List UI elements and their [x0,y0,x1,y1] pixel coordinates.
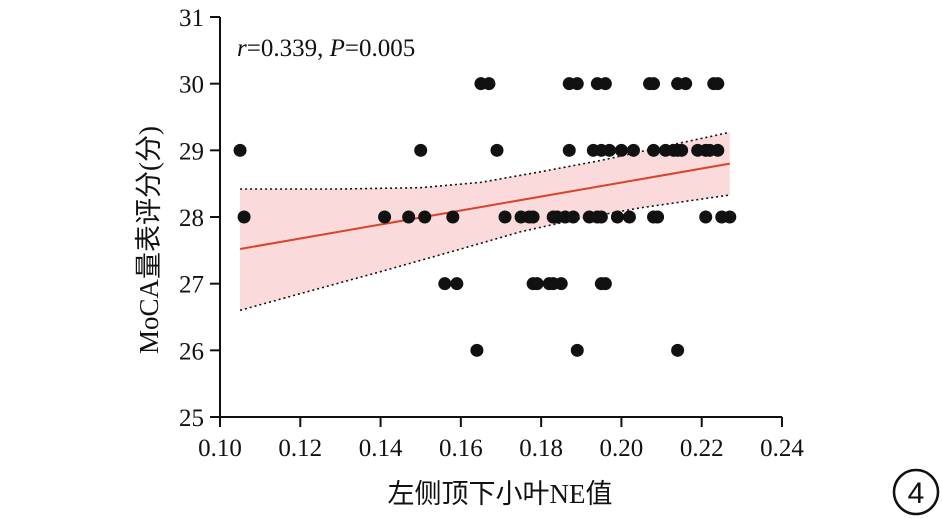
r-value: =0.339, [247,35,330,62]
x-tick-label: 0.18 [519,435,563,462]
data-point [647,143,661,157]
data-point [570,77,584,91]
data-point [498,210,512,224]
data-point [610,210,624,224]
confidence-band-layer [239,131,730,312]
p-value: =0.005 [345,35,415,62]
y-tick-label: 27 [179,272,204,299]
data-point [446,210,460,224]
data-point [554,277,568,291]
data-point [622,210,636,224]
data-point [675,143,689,157]
data-point [626,143,640,157]
data-point [562,143,576,157]
x-tick-label: 0.12 [278,435,322,462]
data-point [490,143,504,157]
data-point [614,143,628,157]
y-ticks-layer: 25 26 27 28 29 30 31 [179,5,220,432]
x-tick-label: 0.24 [760,435,804,462]
x-tick-label: 0.20 [600,435,644,462]
data-point [237,210,251,224]
data-point [711,143,725,157]
data-point [438,277,452,291]
data-point [723,210,737,224]
data-point [598,77,612,91]
p-symbol: P [329,35,345,62]
badge-circle [892,468,940,516]
data-point [602,143,616,157]
x-tick-label: 0.10 [198,435,242,462]
data-point [570,343,584,357]
confidence-band-lower [239,194,730,312]
data-point [450,277,464,291]
data-point [671,343,685,357]
x-axis-title: 左侧顶下小叶NE值 [388,479,613,509]
data-point [594,210,608,224]
data-point [482,77,496,91]
fit-line-layer [239,162,730,250]
x-tick-label: 0.22 [680,435,724,462]
data-point [526,210,540,224]
correlation-annotation: r=0.339, P=0.005 [237,35,415,62]
y-tick-label: 28 [179,205,204,232]
x-ticks-layer: 0.10 0.12 0.14 0.16 0.18 0.20 0.22 0.24 [198,417,804,462]
y-tick-label: 25 [179,405,204,432]
x-tick-label: 0.14 [359,435,403,462]
data-point [530,277,544,291]
data-point [470,343,484,357]
data-point [679,77,693,91]
data-point [378,210,392,224]
regression-line [239,162,730,250]
confidence-band-upper [240,131,730,190]
data-point [418,210,432,224]
figure-number-badge: 4 [892,468,940,516]
data-point [598,277,612,291]
confidence-band-area [240,132,730,311]
data-point [711,77,725,91]
data-points-layer [233,77,737,357]
data-point [647,77,661,91]
y-tick-label: 31 [179,5,204,32]
data-point [699,210,713,224]
x-tick-label: 0.16 [439,435,483,462]
data-point [566,210,580,224]
data-point [651,210,665,224]
data-point [414,143,428,157]
y-tick-label: 26 [179,338,204,365]
y-tick-label: 30 [179,72,204,99]
y-axis-title: MoCA量表评分(分) [134,126,164,354]
data-point [402,210,416,224]
y-tick-label: 29 [179,138,204,165]
data-point [233,143,247,157]
r-symbol: r [237,35,247,62]
badge-number: 4 [908,477,925,510]
